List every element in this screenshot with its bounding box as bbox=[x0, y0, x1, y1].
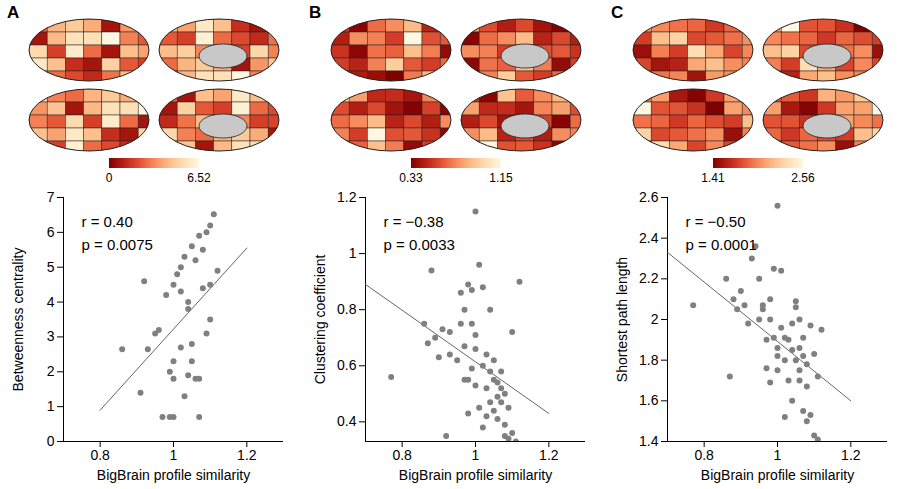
svg-text:r = −0.38p = 0.0033: r = −0.38p = 0.0033 bbox=[384, 213, 455, 253]
svg-text:6.52: 6.52 bbox=[187, 171, 211, 185]
svg-text:Clustering coefficient: Clustering coefficient bbox=[312, 255, 328, 385]
svg-text:Betweenness centrality: Betweenness centrality bbox=[10, 248, 26, 392]
svg-text:1.2: 1.2 bbox=[237, 447, 257, 463]
svg-text:1.2: 1.2 bbox=[539, 447, 559, 463]
svg-text:0.8: 0.8 bbox=[694, 447, 714, 463]
svg-text:C: C bbox=[611, 3, 623, 22]
svg-text:Shortest path length: Shortest path length bbox=[614, 257, 630, 382]
svg-text:A: A bbox=[7, 3, 19, 22]
svg-text:r = −0.50p = 0.0001: r = −0.50p = 0.0001 bbox=[686, 213, 757, 253]
svg-text:1.2: 1.2 bbox=[337, 189, 357, 205]
svg-text:1: 1 bbox=[170, 447, 178, 463]
svg-text:1.8: 1.8 bbox=[639, 352, 659, 368]
svg-text:2.6: 2.6 bbox=[639, 189, 659, 205]
svg-text:1.15: 1.15 bbox=[489, 171, 513, 185]
svg-text:1.41: 1.41 bbox=[701, 171, 725, 185]
svg-text:BigBrain profile similarity: BigBrain profile similarity bbox=[97, 467, 250, 483]
svg-text:1: 1 bbox=[349, 245, 357, 261]
svg-text:1: 1 bbox=[472, 447, 480, 463]
svg-text:7: 7 bbox=[47, 189, 55, 205]
svg-text:0.8: 0.8 bbox=[392, 447, 412, 463]
svg-text:6: 6 bbox=[47, 224, 55, 240]
svg-text:0.8: 0.8 bbox=[337, 301, 357, 317]
svg-text:0: 0 bbox=[47, 433, 55, 449]
svg-text:0.8: 0.8 bbox=[90, 447, 110, 463]
svg-text:BigBrain profile similarity: BigBrain profile similarity bbox=[399, 467, 552, 483]
svg-text:2: 2 bbox=[47, 363, 55, 379]
svg-text:1: 1 bbox=[774, 447, 782, 463]
svg-text:2.56: 2.56 bbox=[791, 171, 815, 185]
svg-text:r = 0.40p = 0.0075: r = 0.40p = 0.0075 bbox=[82, 213, 153, 253]
svg-text:B: B bbox=[309, 3, 321, 22]
svg-text:0.4: 0.4 bbox=[337, 413, 357, 429]
svg-text:4: 4 bbox=[47, 294, 55, 310]
svg-text:0: 0 bbox=[106, 171, 113, 185]
svg-text:2.2: 2.2 bbox=[639, 270, 659, 286]
svg-text:3: 3 bbox=[47, 328, 55, 344]
svg-text:0.33: 0.33 bbox=[399, 171, 423, 185]
svg-text:5: 5 bbox=[47, 259, 55, 275]
svg-text:2: 2 bbox=[651, 311, 659, 327]
svg-text:1.6: 1.6 bbox=[639, 392, 659, 408]
svg-text:1: 1 bbox=[47, 398, 55, 414]
svg-text:1.4: 1.4 bbox=[639, 433, 659, 449]
svg-text:1.2: 1.2 bbox=[841, 447, 861, 463]
svg-text:0.6: 0.6 bbox=[337, 357, 357, 373]
svg-text:2.4: 2.4 bbox=[639, 230, 659, 246]
svg-text:BigBrain profile similarity: BigBrain profile similarity bbox=[701, 467, 854, 483]
